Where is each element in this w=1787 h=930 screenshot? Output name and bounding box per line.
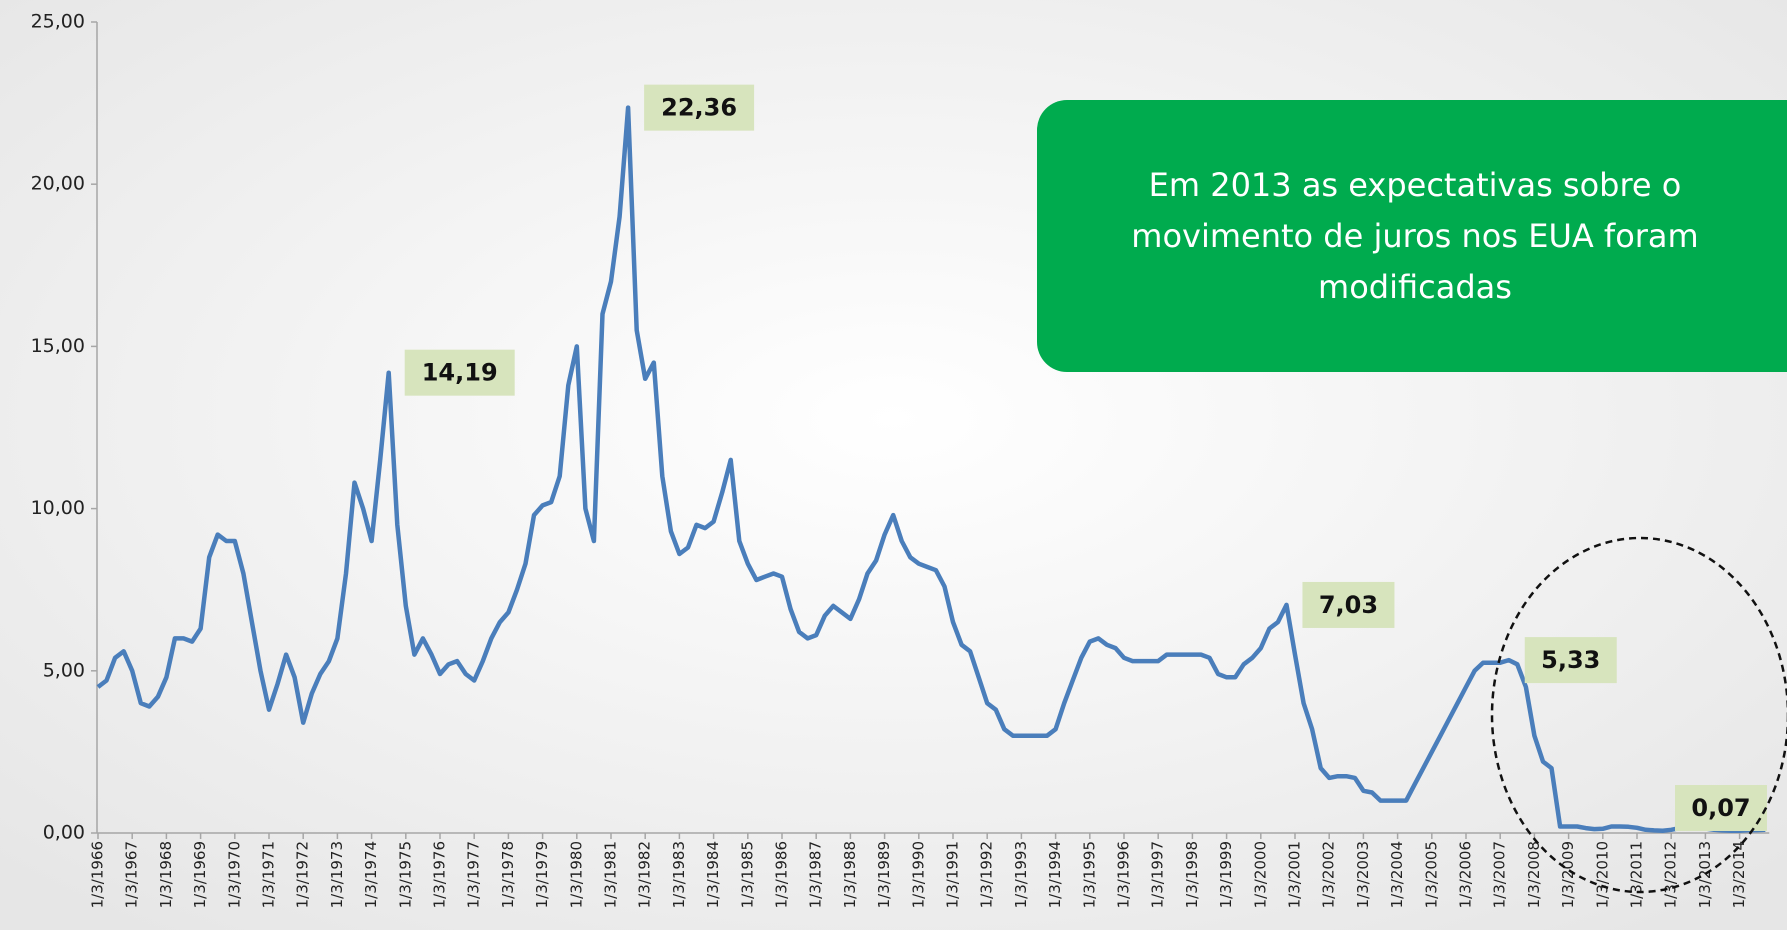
annotation-line: movimento de juros nos EUA foram [1131,217,1698,255]
x-tick-label: 1/3/2000 [1251,841,1269,908]
annotation-text: Em 2013 as expectativas sobre o movimento… [1131,166,1698,306]
x-tick-label: 1/3/1985 [738,841,756,908]
x-tick-label: 1/3/2003 [1354,841,1372,908]
x-tick-label: 1/3/2005 [1422,841,1440,908]
x-tick-label: 1/3/1974 [362,841,380,908]
x-tick-label: 1/3/2010 [1593,841,1611,908]
x-tick-label: 1/3/1988 [841,841,859,908]
x-tick-label: 1/3/2014 [1730,841,1748,908]
x-tick-label: 1/3/2006 [1457,841,1475,908]
x-tick-label: 1/3/1972 [294,841,312,908]
highlight-circle [1490,536,1787,894]
plot: 0,00 5,00 10,00 15,00 20,00 25,00 1/3/1966 1/3/… [31,11,1770,908]
annotation-line: Em 2013 as expectativas sobre o [1149,166,1682,204]
x-tick-label: 1/3/1995 [1080,841,1098,908]
data-label: 14,19 [422,359,498,387]
x-tick-label: 1/3/1990 [909,841,927,908]
data-label-box [1302,581,1395,628]
y-tick-label: 20,00 [31,173,85,195]
series-line [96,105,1766,833]
x-tick-label: 1/3/1969 [191,841,209,908]
x-tick-label: 1/3/1981 [602,841,620,908]
data-label: 5,33 [1541,646,1600,674]
x-tick-label: 1/3/2004 [1388,841,1406,908]
x-tick-label: 1/3/1984 [704,841,722,908]
data-label: 7,03 [1319,591,1378,619]
x-tick-label: 1/3/1975 [396,841,414,908]
x-tick-label: 1/3/2013 [1696,841,1714,908]
x-tick-label: 1/3/1980 [567,841,585,908]
annotation-box [1037,100,1787,372]
x-tick-label: 1/3/1968 [157,841,175,908]
x-tick-label: 1/3/1993 [1012,841,1030,908]
data-label-box [404,349,515,396]
x-tick-label: 1/3/1967 [123,841,141,908]
x-tick-label: 1/3/1977 [465,841,483,908]
x-tick-label: 1/3/1991 [944,841,962,908]
y-tick-label: 5,00 [43,659,85,681]
x-tick-label: 1/3/2009 [1559,841,1577,908]
x-tick-label: 1/3/1999 [1217,841,1235,908]
x-tick-label: 1/3/1982 [636,841,654,908]
x-tick-label: 1/3/1976 [431,841,449,908]
x-tick-label: 1/3/2011 [1628,841,1646,908]
y-tick-label: 10,00 [31,497,85,519]
x-tick-label: 1/3/1989 [875,841,893,908]
x-tick-label: 1/3/1994 [1046,841,1064,908]
y-tick-label: 0,00 [43,822,85,844]
data-label: 22,36 [661,94,737,122]
x-tick-label: 1/3/1979 [533,841,551,908]
x-tick-label: 1/3/1986 [773,841,791,908]
x-tick-label: 1/3/1983 [670,841,688,908]
x-tick-label: 1/3/1992 [978,841,996,908]
x-tick-label: 1/3/1970 [225,841,243,908]
x-tick-label: 1/3/1997 [1149,841,1167,908]
data-label-box [644,84,755,131]
x-tick-label: 1/3/2001 [1286,841,1304,908]
x-tick-label: 1/3/2002 [1320,841,1338,908]
y-tick-label: 15,00 [31,335,85,357]
x-tick-label: 1/3/1971 [260,841,278,908]
x-tick-label: 1/3/1996 [1115,841,1133,908]
x-tick-label: 1/3/1966 [89,841,107,908]
x-tick-label: 1/3/1998 [1183,841,1201,908]
data-label-box [1675,785,1767,831]
x-tick-label: 1/3/2012 [1662,841,1680,908]
y-tick-label: 25,00 [31,11,85,33]
x-tick-label: 1/3/1978 [499,841,517,908]
x-tick-label: 1/3/2007 [1491,841,1509,908]
x-tick-label: 1/3/2008 [1525,841,1543,908]
annotation-line: modificadas [1318,268,1512,306]
data-label: 0,07 [1691,794,1750,822]
x-tick-label: 1/3/1987 [807,841,825,908]
x-tick-label: 1/3/1973 [328,841,346,908]
data-label-box [1524,637,1617,684]
